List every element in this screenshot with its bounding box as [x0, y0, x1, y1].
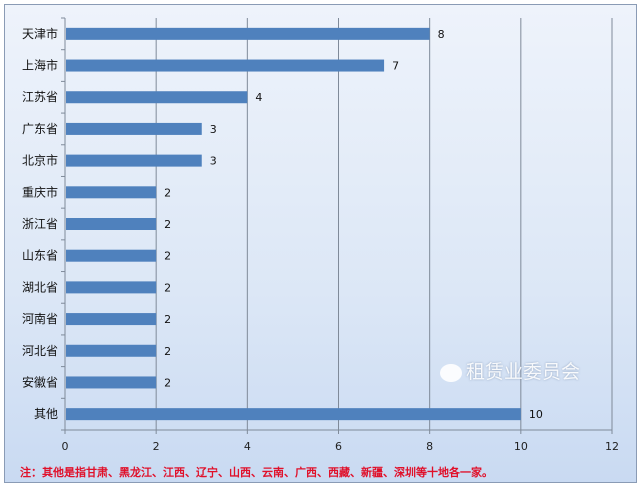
bar	[66, 27, 430, 40]
category-label: 上海市	[22, 58, 58, 73]
category-label: 江苏省	[22, 90, 58, 104]
data-label: 2	[164, 313, 171, 326]
x-tick-label: 10	[514, 440, 528, 453]
bar	[66, 122, 202, 135]
x-tick-label: 4	[244, 440, 251, 453]
category-label: 河南省	[22, 311, 58, 326]
data-label: 10	[529, 408, 543, 421]
x-tick-label: 2	[153, 440, 160, 453]
category-label: 天津市	[22, 26, 58, 41]
x-tick-label: 6	[335, 440, 342, 453]
chart-frame	[4, 4, 637, 483]
x-tick-label: 12	[605, 440, 619, 453]
bar	[66, 408, 521, 421]
watermark: 租赁业委员会	[440, 360, 580, 384]
bar	[66, 59, 385, 72]
footnote: 注：其他是指甘肃、黑龙江、江西、辽宁、山西、云南、广西、西藏、新疆、深圳等十地各…	[20, 466, 493, 479]
bar	[66, 186, 157, 199]
data-label: 8	[438, 28, 445, 41]
data-label: 2	[164, 218, 171, 231]
category-label: 广东省	[22, 122, 58, 136]
category-label: 北京市	[22, 153, 58, 168]
bar	[66, 376, 157, 389]
wechat-icon	[440, 363, 462, 382]
bar	[66, 249, 157, 262]
watermark-text: 租赁业委员会	[466, 361, 581, 383]
category-label: 河北省	[22, 344, 58, 358]
data-label: 3	[210, 155, 217, 168]
category-label: 山东省	[22, 249, 58, 263]
category-label: 湖北省	[22, 279, 58, 294]
data-label: 2	[164, 376, 171, 389]
category-label: 其他	[34, 407, 58, 421]
bar	[66, 313, 157, 326]
category-label: 安徽省	[22, 374, 58, 389]
data-label: 3	[210, 123, 217, 136]
data-label: 2	[164, 281, 171, 294]
category-label: 浙江省	[22, 217, 58, 231]
x-tick-label: 0	[62, 440, 69, 453]
data-label: 4	[255, 91, 262, 104]
x-tick-label: 8	[426, 440, 433, 453]
bar	[66, 281, 157, 294]
data-label: 2	[164, 250, 171, 263]
data-label: 7	[392, 60, 399, 73]
bar	[66, 91, 248, 104]
bar	[66, 344, 157, 357]
data-label: 2	[164, 186, 171, 199]
data-label: 2	[164, 345, 171, 358]
category-label: 重庆市	[22, 184, 58, 199]
bar	[66, 154, 202, 167]
bar	[66, 218, 157, 230]
